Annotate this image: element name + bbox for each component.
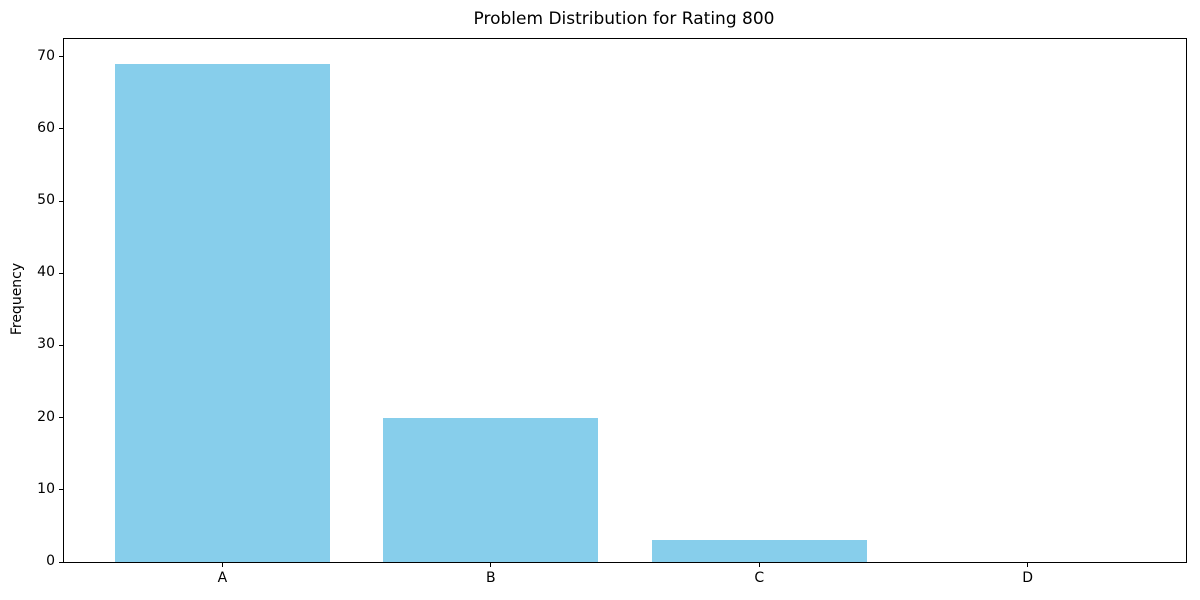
- y-tick-label: 30: [37, 336, 55, 353]
- x-tick-label: A: [217, 570, 228, 586]
- x-tick-label: D: [1022, 570, 1034, 586]
- x-tick-mark: [490, 563, 492, 567]
- y-tick-label: 40: [37, 264, 55, 281]
- y-tick-mark: [59, 561, 63, 563]
- bar-a: [115, 63, 330, 562]
- y-tick-mark: [59, 272, 63, 274]
- y-tick-mark: [59, 489, 63, 491]
- x-tick-mark: [221, 563, 223, 567]
- x-tick-mark: [1027, 563, 1029, 567]
- chart-title: Problem Distribution for Rating 800: [473, 9, 775, 29]
- y-tick-label: 20: [37, 408, 55, 425]
- y-tick-mark: [59, 128, 63, 130]
- x-tick-label: B: [485, 570, 496, 586]
- plot-area: 0 10 20 30 40 50 60 70 A B C D: [37, 38, 1187, 586]
- y-tick-mark: [59, 417, 63, 419]
- y-tick-label: 70: [37, 47, 55, 64]
- y-tick-mark: [59, 344, 63, 346]
- y-tick-mark: [59, 56, 63, 58]
- y-tick-label: 60: [37, 119, 55, 136]
- y-tick-mark: [59, 200, 63, 202]
- y-tick-label: 10: [37, 480, 55, 497]
- x-tick-mark: [758, 563, 760, 567]
- y-tick-label: 50: [37, 192, 55, 209]
- y-tick-label: 0: [46, 553, 55, 569]
- bar-b: [383, 417, 599, 562]
- bar-c: [651, 540, 867, 562]
- x-tick-label: C: [754, 570, 765, 586]
